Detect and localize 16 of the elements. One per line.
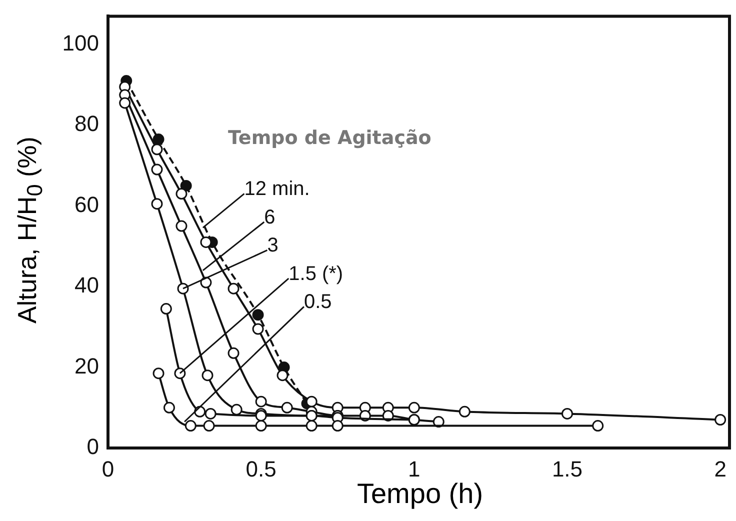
text: 12 min.	[244, 178, 310, 200]
y-tick-label: 20	[74, 353, 99, 378]
legend-title: Tempo de Agitação	[228, 127, 432, 149]
legend-label: 6	[264, 206, 276, 228]
x-tick-label: 0.5	[246, 456, 276, 482]
x-tick-label: 1.5	[552, 456, 583, 482]
y-tick-label: 60	[74, 192, 99, 217]
x-tick-label: 2	[714, 456, 726, 482]
text: 0.5	[304, 291, 332, 314]
text: 3	[267, 234, 278, 257]
text: 1.5 (*)	[288, 262, 344, 285]
y-tick-label: 40	[74, 272, 99, 298]
y-tick-label: 0	[86, 434, 99, 460]
y-tick-label: 80	[74, 111, 99, 136]
x-tick-label: 0	[102, 456, 114, 482]
y-tick-label: 100	[62, 30, 99, 56]
